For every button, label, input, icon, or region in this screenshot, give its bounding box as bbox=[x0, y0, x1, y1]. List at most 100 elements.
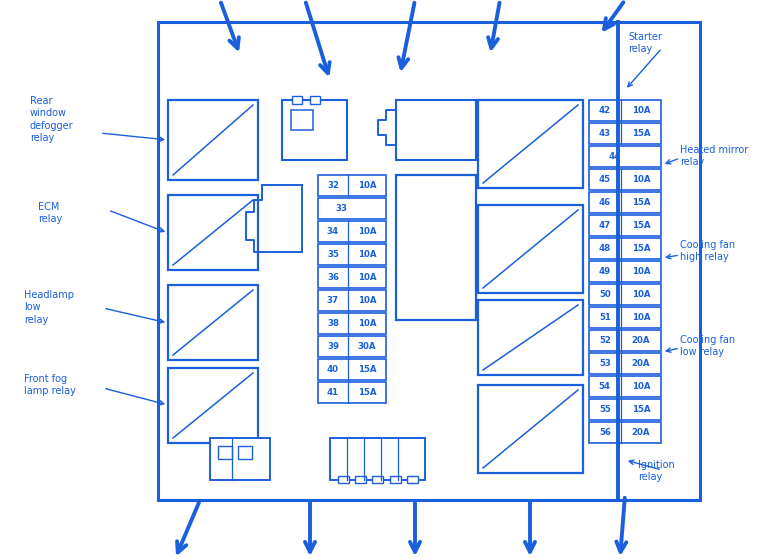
Bar bbox=[168, 100, 258, 180]
Bar bbox=[158, 22, 700, 500]
Bar bbox=[282, 100, 347, 160]
Text: 10A: 10A bbox=[631, 313, 650, 322]
Bar bbox=[168, 368, 258, 443]
Bar bbox=[310, 96, 320, 104]
Text: 30A: 30A bbox=[358, 342, 376, 351]
Bar bbox=[396, 175, 476, 320]
Text: 42: 42 bbox=[599, 106, 611, 115]
Text: 40: 40 bbox=[327, 365, 339, 374]
Bar bbox=[210, 438, 270, 480]
Text: 15A: 15A bbox=[358, 365, 376, 374]
Bar bbox=[330, 438, 425, 480]
Text: Cooling fan
high relay: Cooling fan high relay bbox=[680, 240, 735, 262]
Bar bbox=[291, 110, 313, 130]
Text: 38: 38 bbox=[327, 319, 339, 328]
Bar bbox=[318, 313, 386, 334]
Text: 10A: 10A bbox=[358, 250, 376, 259]
Text: 33: 33 bbox=[336, 204, 348, 213]
Text: 32: 32 bbox=[327, 181, 339, 190]
Bar bbox=[589, 169, 661, 190]
Bar bbox=[589, 284, 661, 305]
Bar bbox=[589, 353, 661, 374]
Text: 10A: 10A bbox=[631, 267, 650, 276]
Text: Starter
relay: Starter relay bbox=[628, 32, 662, 54]
Bar bbox=[390, 476, 401, 483]
Text: 15A: 15A bbox=[631, 198, 650, 207]
Text: 20A: 20A bbox=[631, 359, 650, 368]
Text: 43: 43 bbox=[599, 129, 611, 138]
Text: 15A: 15A bbox=[631, 129, 650, 138]
Bar bbox=[318, 244, 386, 265]
Text: 41: 41 bbox=[327, 388, 339, 397]
Bar bbox=[589, 422, 661, 443]
Bar bbox=[238, 446, 252, 459]
Bar bbox=[478, 100, 583, 188]
Text: 49: 49 bbox=[599, 267, 611, 276]
Bar bbox=[478, 385, 583, 473]
Bar bbox=[168, 285, 258, 360]
Bar bbox=[407, 476, 418, 483]
Bar bbox=[478, 300, 583, 375]
Text: 48: 48 bbox=[599, 244, 611, 253]
Text: 50: 50 bbox=[599, 290, 611, 299]
Text: ECM
relay: ECM relay bbox=[38, 202, 62, 224]
Text: 15A: 15A bbox=[631, 405, 650, 414]
Text: 10A: 10A bbox=[358, 227, 376, 236]
Bar bbox=[589, 261, 661, 282]
Text: 52: 52 bbox=[599, 336, 611, 345]
Bar bbox=[292, 96, 302, 104]
Bar bbox=[168, 195, 258, 270]
Bar bbox=[589, 399, 661, 420]
Text: 36: 36 bbox=[327, 273, 339, 282]
Bar bbox=[355, 476, 366, 483]
Text: 45: 45 bbox=[599, 175, 611, 184]
Bar bbox=[318, 175, 386, 196]
Bar bbox=[589, 238, 661, 259]
Text: Cooling fan
low relay: Cooling fan low relay bbox=[680, 335, 735, 357]
Text: 15A: 15A bbox=[358, 388, 376, 397]
Text: 10A: 10A bbox=[358, 273, 376, 282]
Text: 10A: 10A bbox=[358, 181, 376, 190]
Text: 10A: 10A bbox=[631, 290, 650, 299]
Bar bbox=[318, 290, 386, 311]
Text: 44: 44 bbox=[608, 152, 621, 161]
Text: 15A: 15A bbox=[631, 221, 650, 230]
Bar bbox=[318, 382, 386, 403]
Bar bbox=[218, 446, 232, 459]
Text: 56: 56 bbox=[599, 428, 611, 437]
Text: Heated mirror
relay: Heated mirror relay bbox=[680, 145, 748, 167]
Text: 54: 54 bbox=[599, 382, 611, 391]
Bar bbox=[589, 330, 661, 351]
Text: 20A: 20A bbox=[631, 428, 650, 437]
Text: 10A: 10A bbox=[631, 106, 650, 115]
Bar bbox=[589, 376, 661, 397]
Text: Headlamp
low
relay: Headlamp low relay bbox=[24, 290, 74, 325]
Text: Rear
window
defogger
relay: Rear window defogger relay bbox=[30, 96, 74, 143]
Bar bbox=[589, 307, 661, 328]
Text: 20A: 20A bbox=[631, 336, 650, 345]
Bar bbox=[589, 192, 661, 213]
Bar bbox=[318, 359, 386, 380]
Text: 46: 46 bbox=[599, 198, 611, 207]
Text: 35: 35 bbox=[327, 250, 339, 259]
Text: 37: 37 bbox=[327, 296, 339, 305]
Text: 10A: 10A bbox=[631, 382, 650, 391]
Bar bbox=[478, 205, 583, 293]
Text: Front fog
lamp relay: Front fog lamp relay bbox=[24, 374, 76, 396]
Bar bbox=[589, 146, 661, 167]
Text: 51: 51 bbox=[599, 313, 611, 322]
Bar bbox=[396, 100, 476, 160]
Text: 15A: 15A bbox=[631, 244, 650, 253]
Bar bbox=[318, 221, 386, 242]
Bar bbox=[318, 198, 386, 219]
Bar bbox=[318, 336, 386, 357]
Text: 55: 55 bbox=[599, 405, 611, 414]
Text: 47: 47 bbox=[599, 221, 611, 230]
Bar bbox=[372, 476, 383, 483]
Text: 53: 53 bbox=[599, 359, 611, 368]
Text: 10A: 10A bbox=[358, 296, 376, 305]
Bar bbox=[589, 123, 661, 144]
Bar bbox=[589, 215, 661, 236]
Text: 34: 34 bbox=[327, 227, 339, 236]
Text: 10A: 10A bbox=[631, 175, 650, 184]
